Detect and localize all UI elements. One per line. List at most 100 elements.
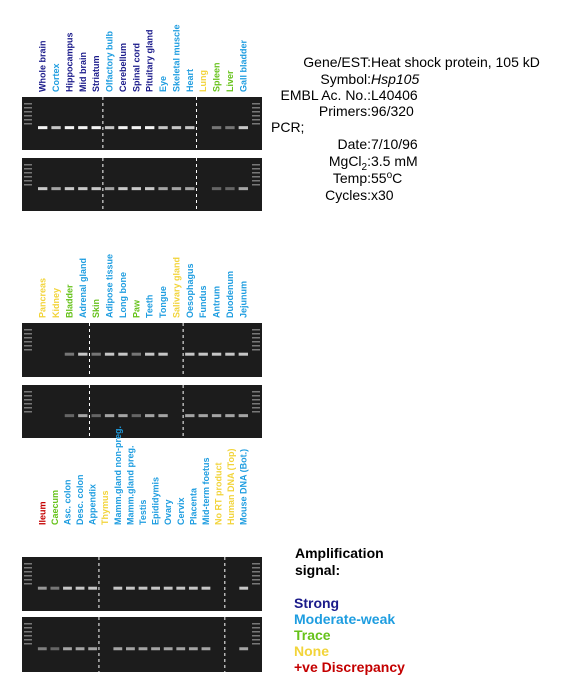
band xyxy=(158,187,168,191)
band xyxy=(88,647,98,651)
info-value: Heat shock protein, 105 kD xyxy=(371,54,540,70)
band xyxy=(185,352,195,356)
lane-label: Mid brain xyxy=(78,52,88,92)
band xyxy=(158,126,168,130)
ladder-band xyxy=(24,103,32,105)
ladder-band xyxy=(252,403,260,405)
ladder-band xyxy=(252,333,260,335)
band xyxy=(131,414,141,418)
lane-label: Striatum xyxy=(91,55,101,92)
info-label: PCR; xyxy=(271,119,304,135)
lane-label: No RT product xyxy=(214,463,224,526)
band xyxy=(78,414,88,418)
lane-label: Kidney xyxy=(51,288,61,318)
ladder-band xyxy=(252,341,260,343)
ladder-band xyxy=(252,164,260,166)
info-line: Date: xyxy=(338,136,371,152)
ladder-band xyxy=(24,337,32,339)
lane-label: Adipose tissue xyxy=(105,254,115,318)
lane-label: Spleen xyxy=(212,62,222,92)
lane-label: Asc. colon xyxy=(62,479,72,525)
ladder-band xyxy=(252,103,260,105)
info-value: Hsp105 xyxy=(371,71,419,87)
band xyxy=(239,586,249,590)
info-line: Primers: xyxy=(319,103,371,119)
info-sub: 2 xyxy=(362,162,368,173)
band xyxy=(51,126,61,130)
band xyxy=(225,187,235,191)
ladder-band xyxy=(24,395,32,397)
lane-label: Heart xyxy=(185,69,195,92)
ladder-band xyxy=(24,403,32,405)
info-value: L40406 xyxy=(371,87,418,103)
band xyxy=(118,414,128,418)
ladder-band xyxy=(252,631,260,633)
lane-label: Mamm.gland non-preg. xyxy=(113,426,123,525)
gel xyxy=(22,97,262,150)
band xyxy=(78,126,88,130)
info-label: Date: xyxy=(338,136,371,152)
info-label: Primers: xyxy=(319,103,371,119)
ladder-band xyxy=(24,575,32,577)
band xyxy=(145,414,155,418)
band xyxy=(185,187,195,191)
ladder-band xyxy=(252,180,260,182)
ladder-band xyxy=(252,391,260,393)
ladder-band xyxy=(24,119,32,121)
band xyxy=(188,586,198,590)
lane-label: Adrenal gland xyxy=(78,258,88,318)
lane-label: Duodenum xyxy=(225,271,235,318)
info-label: Cycles: xyxy=(325,187,371,203)
band xyxy=(225,352,235,356)
lane-label: Cerebellum xyxy=(118,43,128,92)
info-label: Symbol: xyxy=(320,71,371,87)
gel xyxy=(22,158,262,211)
band xyxy=(185,414,195,418)
ladder-band xyxy=(24,123,32,125)
legend-item: None xyxy=(294,643,329,659)
lane-label: Hippocampus xyxy=(64,32,74,92)
ladder-band xyxy=(252,119,260,121)
band xyxy=(113,586,123,590)
band xyxy=(51,187,61,191)
lane-label: Tongue xyxy=(158,286,168,318)
ladder-band xyxy=(24,172,32,174)
band xyxy=(118,352,128,356)
band xyxy=(151,586,160,590)
band xyxy=(225,126,235,130)
band xyxy=(126,647,135,651)
info-value: 3.5 mM xyxy=(371,153,418,169)
band xyxy=(198,352,208,356)
lane-label: Long bone xyxy=(118,272,128,318)
band xyxy=(37,647,47,651)
band xyxy=(113,647,123,651)
lane-label: Desc. colon xyxy=(75,474,85,525)
info-label: Temp: xyxy=(333,170,371,186)
ladder-band xyxy=(24,579,32,581)
ladder-band xyxy=(24,635,32,637)
ladder-band xyxy=(24,391,32,393)
band xyxy=(50,647,60,651)
ladder-band xyxy=(252,627,260,629)
lane-label: Ileum xyxy=(37,501,47,525)
band xyxy=(238,187,248,191)
info-value: L40406 xyxy=(371,87,418,103)
lane-label: Pituitary gland xyxy=(145,29,155,92)
band xyxy=(78,352,88,356)
info-value: 96/320 xyxy=(371,103,414,119)
ladder-band xyxy=(24,107,32,109)
lane-label: Pancreas xyxy=(38,278,48,318)
ladder-band xyxy=(252,583,260,585)
ladder-band xyxy=(252,111,260,113)
lane-label: Testis xyxy=(138,500,148,525)
ladder-band xyxy=(24,341,32,343)
info-value: 7/10/96 xyxy=(371,136,418,152)
lane-label: Liver xyxy=(225,70,235,92)
info-value: 7/10/96 xyxy=(371,136,418,152)
band xyxy=(238,352,248,356)
ladder-band xyxy=(24,184,32,186)
info-label: : xyxy=(367,153,371,169)
ladder-band xyxy=(24,571,32,573)
band xyxy=(91,352,101,356)
info-value: 96/320 xyxy=(371,103,414,119)
